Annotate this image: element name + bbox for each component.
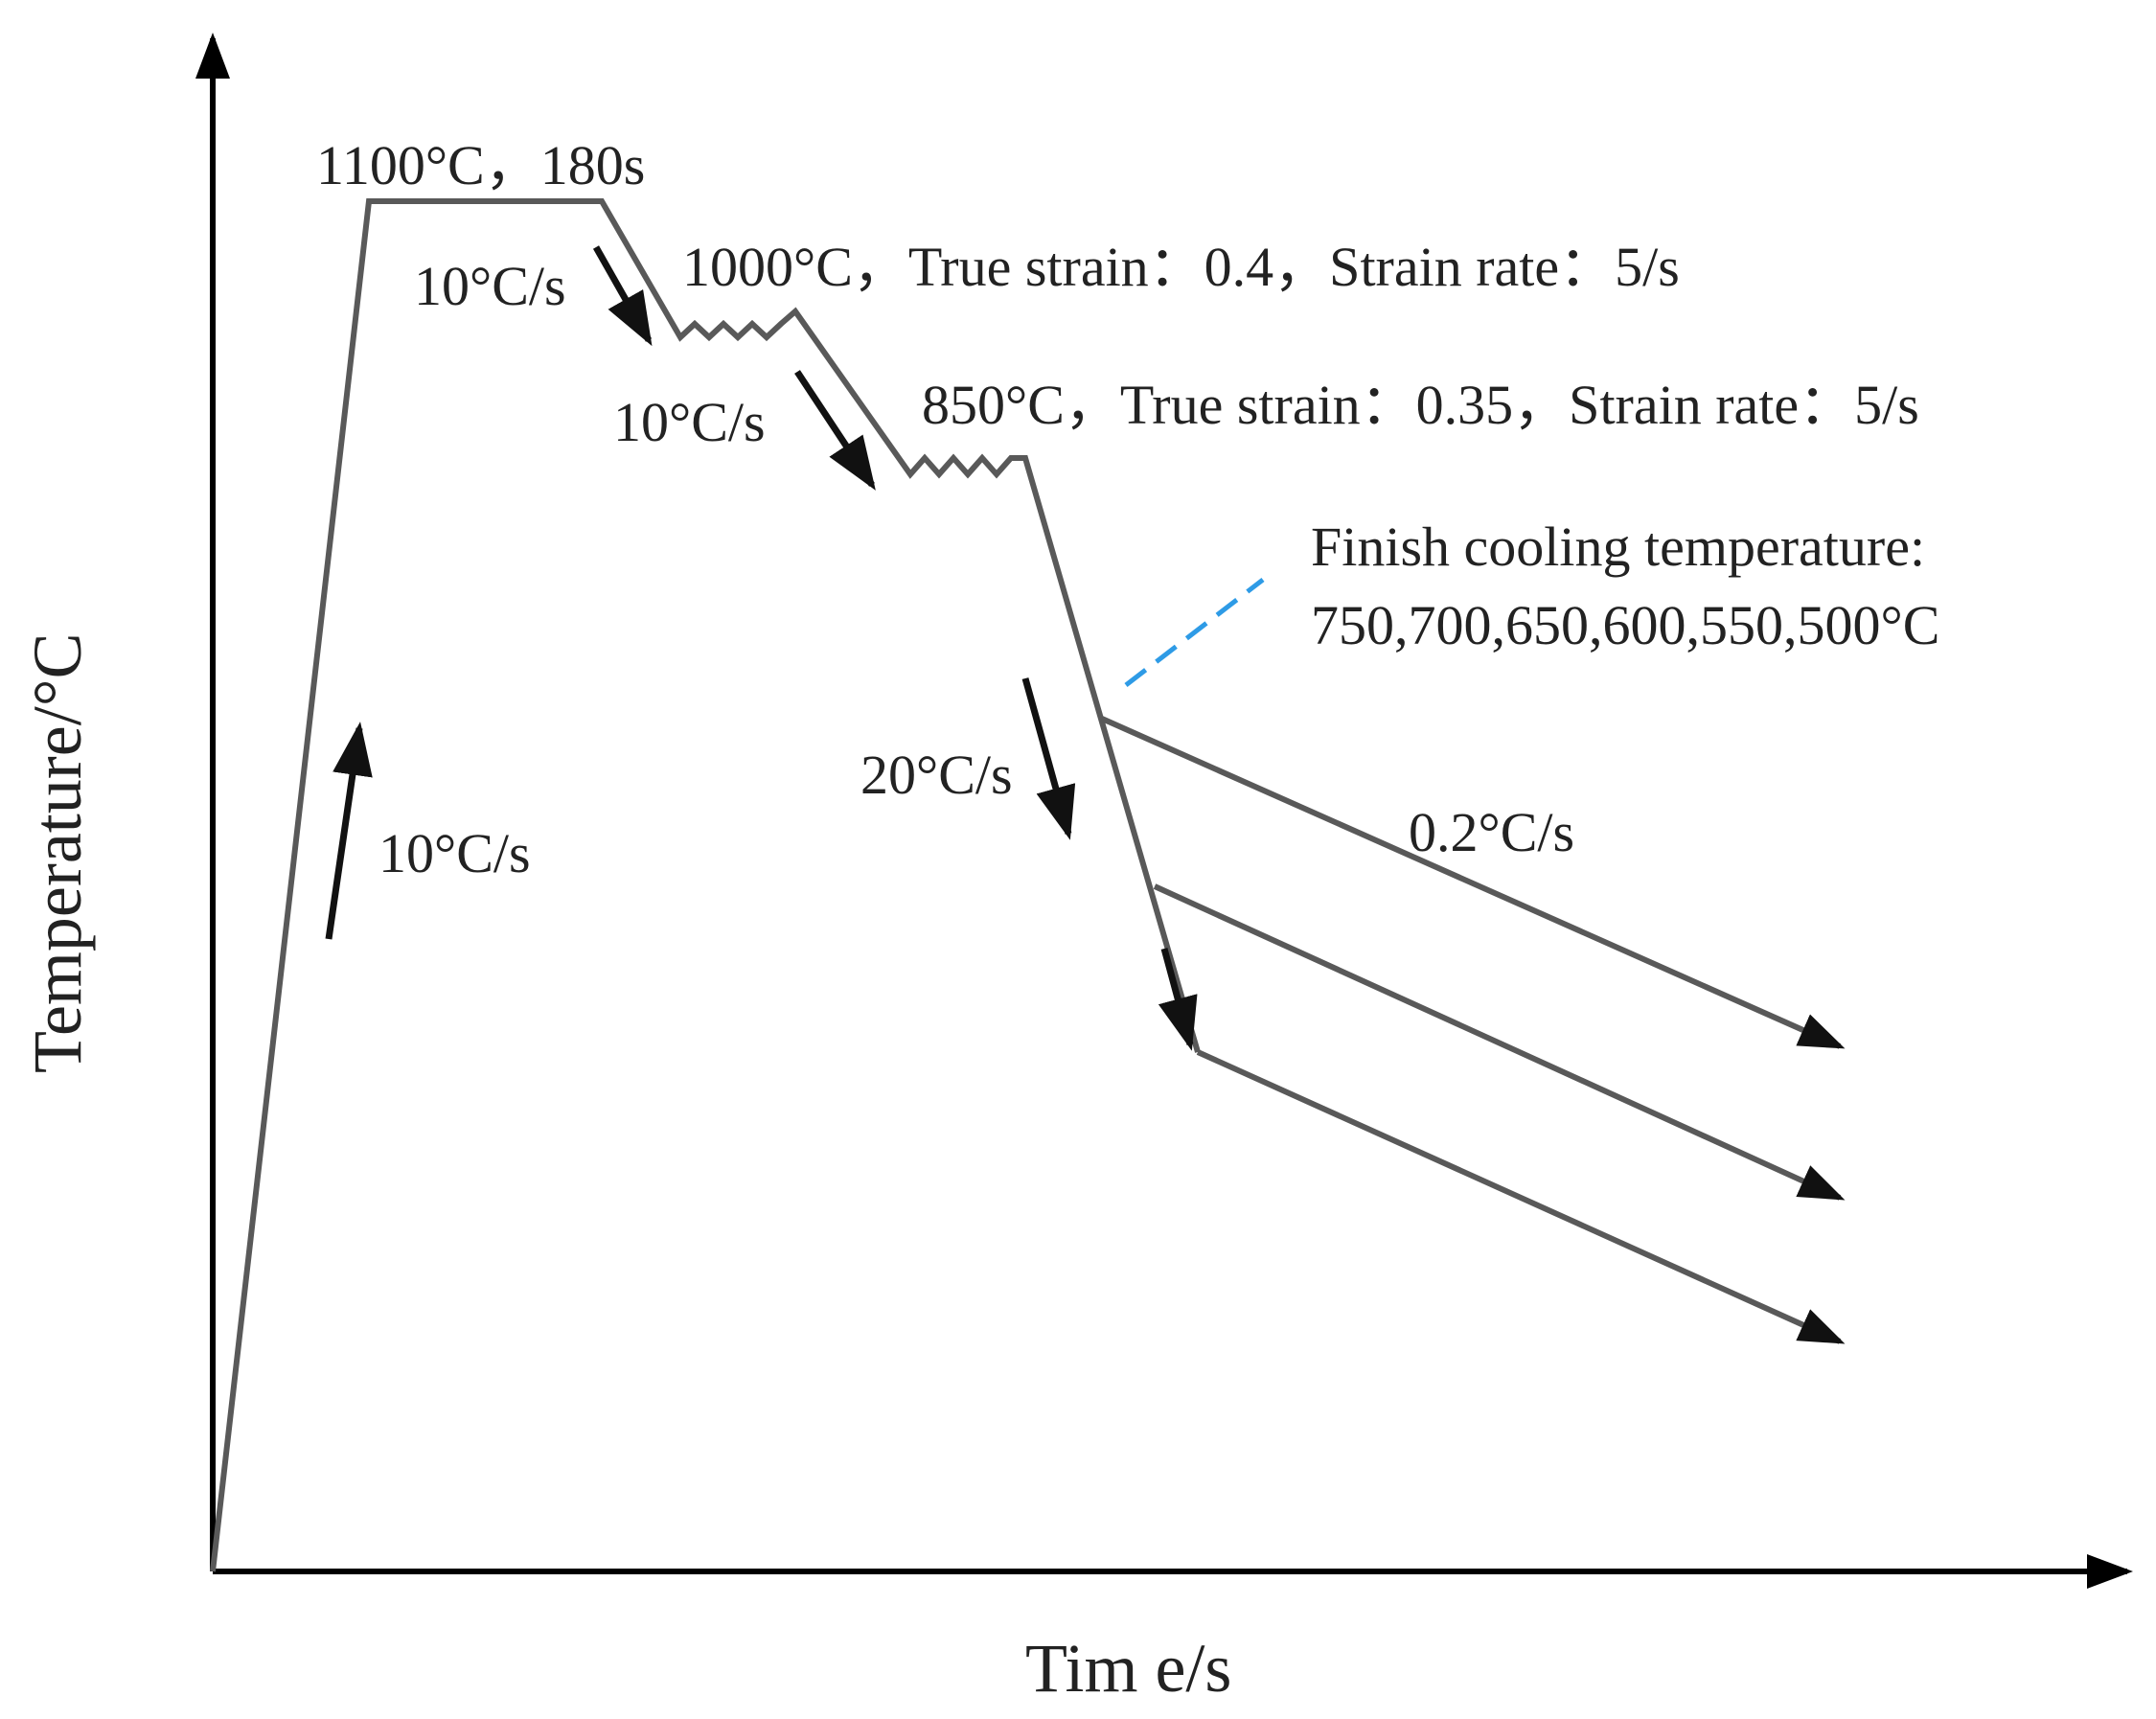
fast-cooling-rate-label: 20°C/s xyxy=(860,744,1013,806)
y-axis-label: Temperature/°C xyxy=(19,632,96,1073)
slow-cool-branch-1 xyxy=(1100,716,1846,1049)
fast-cooling-arrow xyxy=(1021,677,1076,840)
slow-cool-branch-2 xyxy=(1153,883,1846,1201)
x-axis-label: Tim e/s xyxy=(1025,1630,1231,1707)
deformation-label-1: 1000°C，True strain：0.4，Strain rate：5/s xyxy=(682,236,1680,298)
cooling-rate-label-1: 10°C/s xyxy=(414,255,566,317)
process-path xyxy=(210,198,1201,1572)
finish-cooling-leader xyxy=(1124,578,1265,687)
deformation-label-2: 850°C，True strain：0.35，Strain rate：5/s xyxy=(922,374,1919,436)
finish-cooling-values: 750,700,650,600,550,500°C xyxy=(1311,594,1939,656)
heating-arrow xyxy=(325,722,373,940)
heating-rate-label: 10°C/s xyxy=(378,822,531,884)
slow-cool-branch-3 xyxy=(1196,1049,1846,1344)
finish-cooling-title: Finish cooling temperature: xyxy=(1311,516,1925,578)
quench-arrow xyxy=(1158,948,1198,1051)
slow-cooling-rate-label: 0.2°C/s xyxy=(1409,801,1574,863)
cooling-arrow-1 xyxy=(592,245,653,347)
austenitize-label: 1100°C，180s xyxy=(316,134,645,196)
cooling-arrow-2 xyxy=(794,370,876,491)
cooling-rate-label-2: 10°C/s xyxy=(613,391,766,453)
